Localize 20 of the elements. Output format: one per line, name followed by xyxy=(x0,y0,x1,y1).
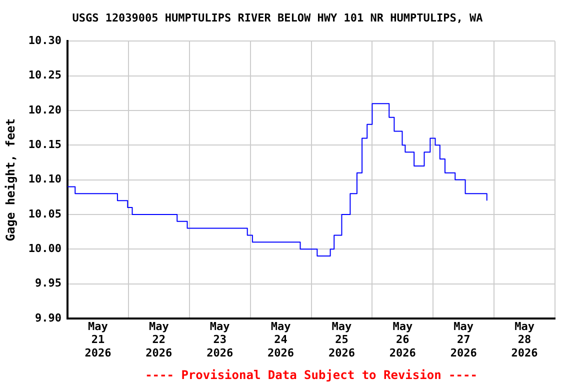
x-tick-label: May 23 2026 xyxy=(206,320,234,360)
y-tick-label: 9.95 xyxy=(35,276,62,290)
y-tick-label: 10.25 xyxy=(28,68,62,82)
chart-title: USGS 12039005 HUMPTULIPS RIVER BELOW HWY 101 NR HUMPTULIPS, WA xyxy=(72,11,484,24)
x-tick-label: May 26 2026 xyxy=(389,320,416,360)
text: ---- Provisional Data Subject to Revision ---- xyxy=(145,368,478,382)
y-tick-label: 9.90 xyxy=(35,311,62,324)
y-tick-label: 10.00 xyxy=(28,242,62,255)
x-tick-label: May 27 2026 xyxy=(450,320,478,360)
x-tick-label: May 22 2026 xyxy=(146,320,173,360)
y-tick-label: 10.20 xyxy=(28,103,62,116)
x-tick-label: May 25 2026 xyxy=(328,320,356,360)
y-tick-label: 10.05 xyxy=(28,207,62,220)
x-tick-label: May 24 2026 xyxy=(268,320,294,360)
y-tick-label: 10.10 xyxy=(28,172,62,186)
x-tick-label: May 28 2026 xyxy=(511,320,538,360)
y-tick-label: 10.30 xyxy=(28,34,62,48)
y-tick-label: 10.15 xyxy=(28,138,62,152)
y-axis-title: Gage height, feet xyxy=(3,118,18,242)
x-tick-label: May 21 2026 xyxy=(84,320,112,360)
